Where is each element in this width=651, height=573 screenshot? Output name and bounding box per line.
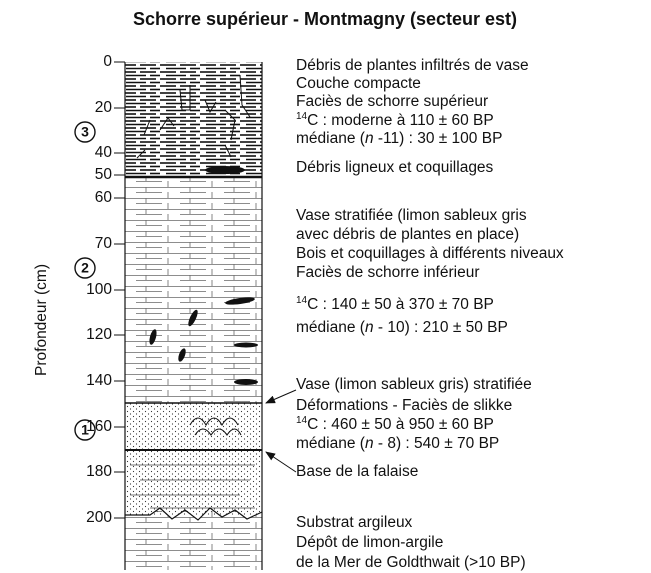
description-line: Couche compacte bbox=[296, 75, 421, 92]
tick-label: 60 bbox=[95, 189, 113, 206]
description-line: Faciès de schorre inférieur bbox=[296, 264, 480, 281]
description-line: Débris ligneux et coquillages bbox=[296, 159, 494, 176]
figure: Schorre supérieur - Montmagny (secteur e… bbox=[0, 0, 651, 573]
tick-label: 200 bbox=[86, 509, 112, 526]
description-line: médiane (n - 8) : 540 ± 70 BP bbox=[296, 435, 499, 452]
text-segment: - 8) : 540 ± 70 BP bbox=[374, 435, 500, 452]
description-line: médiane (n -11) : 30 ± 100 BP bbox=[296, 130, 502, 147]
superscript: 14 bbox=[296, 295, 308, 306]
text-segment: médiane ( bbox=[296, 130, 366, 147]
text-segment: Vase stratifiée (limon sableux gris bbox=[296, 207, 527, 224]
text-segment: Déformations - Faciès de slikke bbox=[296, 397, 512, 414]
description-line: médiane (n - 10) : 210 ± 50 BP bbox=[296, 319, 508, 336]
tick-label: 140 bbox=[86, 372, 112, 389]
description-line: Déformations - Faciès de slikke bbox=[296, 397, 512, 414]
description-line: de la Mer de Goldthwait (>10 BP) bbox=[296, 554, 526, 571]
tick-label: 50 bbox=[95, 166, 113, 183]
text-segment: Substrat argileux bbox=[296, 514, 413, 531]
description-line: Vase stratifiée (limon sableux gris bbox=[296, 207, 527, 224]
tick-label: 120 bbox=[86, 326, 112, 343]
unit-number: 2 bbox=[81, 260, 89, 276]
text-segment: Bois et coquillages à différents niveaux bbox=[296, 245, 564, 262]
arrows bbox=[266, 390, 296, 472]
tick-label: 70 bbox=[95, 235, 113, 252]
description-line: avec débris de plantes en place) bbox=[296, 226, 519, 243]
description-line: Vase (limon sableux gris) stratifiée bbox=[296, 376, 532, 393]
text-segment: C : moderne à 110 ± 60 BP bbox=[307, 112, 494, 129]
tick-label: 100 bbox=[86, 281, 112, 298]
italic-segment: n bbox=[365, 319, 374, 336]
description-line: Substrat argileux bbox=[296, 514, 413, 531]
description-line: 14C : moderne à 110 ± 60 BP bbox=[296, 111, 494, 129]
text-segment: médiane ( bbox=[296, 435, 366, 452]
italic-segment: n bbox=[365, 130, 374, 147]
text-segment: -11) : 30 ± 100 BP bbox=[374, 130, 503, 147]
text-segment: avec débris de plantes en place) bbox=[296, 226, 519, 243]
text-segment: Débris de plantes infiltrés de vase bbox=[296, 57, 529, 74]
superscript: 14 bbox=[296, 415, 308, 426]
description-line: Faciès de schorre supérieur bbox=[296, 93, 488, 110]
description-line: Bois et coquillages à différents niveaux bbox=[296, 245, 564, 262]
text-segment: Couche compacte bbox=[296, 75, 421, 92]
description-line: Dépôt de limon-argile bbox=[296, 534, 443, 551]
column bbox=[125, 62, 262, 570]
unit-number: 1 bbox=[81, 422, 89, 438]
description-line: 14C : 140 ± 50 à 370 ± 70 BP bbox=[296, 295, 494, 313]
text-segment: Faciès de schorre supérieur bbox=[296, 93, 488, 110]
tick-label: 40 bbox=[95, 144, 113, 161]
tick-label: 20 bbox=[95, 99, 113, 116]
text-segment: C : 460 ± 50 à 950 ± 60 BP bbox=[307, 416, 494, 433]
text-segment: Débris ligneux et coquillages bbox=[296, 159, 494, 176]
text-segment: C : 140 ± 50 à 370 ± 70 BP bbox=[307, 296, 494, 313]
text-segment: Base de la falaise bbox=[296, 463, 418, 480]
superscript: 14 bbox=[296, 111, 308, 122]
unit-number: 3 bbox=[81, 124, 89, 140]
text-segment: de la Mer de Goldthwait (>10 BP) bbox=[296, 554, 526, 571]
text-segment: Dépôt de limon-argile bbox=[296, 534, 443, 551]
text-segment: Vase (limon sableux gris) stratifiée bbox=[296, 376, 532, 393]
tick-label: 0 bbox=[103, 53, 112, 70]
text-segment: médiane ( bbox=[296, 319, 366, 336]
description-line: Base de la falaise bbox=[296, 463, 418, 480]
y-axis-label: Profondeur (cm) bbox=[33, 264, 50, 376]
text-segment: - 10) : 210 ± 50 BP bbox=[374, 319, 508, 336]
tick-label: 180 bbox=[86, 463, 112, 480]
description-line: Débris de plantes infiltrés de vase bbox=[296, 57, 529, 74]
italic-segment: n bbox=[365, 435, 374, 452]
title: Schorre supérieur - Montmagny (secteur e… bbox=[133, 9, 517, 29]
description-line: 14C : 460 ± 50 à 950 ± 60 BP bbox=[296, 415, 494, 433]
text-segment: Faciès de schorre inférieur bbox=[296, 264, 480, 281]
